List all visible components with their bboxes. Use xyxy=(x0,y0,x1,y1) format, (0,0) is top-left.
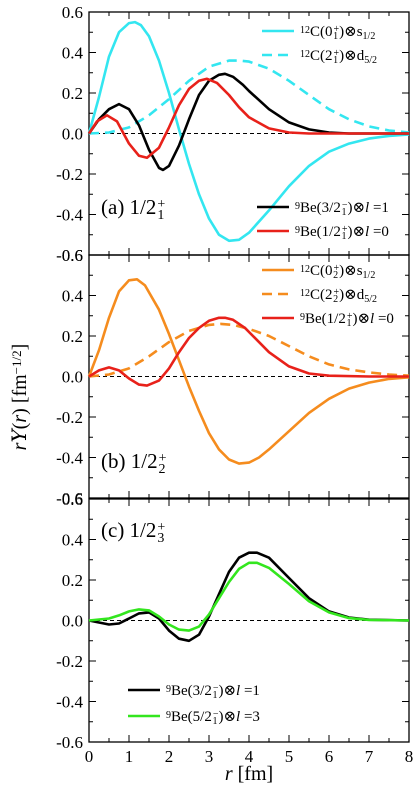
y-tick-label: 0.4 xyxy=(62,531,84,550)
legend-entry: 9Be(3/2− 1)⊗l =1 xyxy=(166,683,260,701)
series-line-0 xyxy=(87,278,410,465)
series-line-3 xyxy=(87,77,409,160)
y-tick-label: -0.2 xyxy=(56,408,83,427)
y-tick-label: 0.2 xyxy=(62,571,83,590)
panel-label: (b) 1/2+ 2 xyxy=(101,449,167,477)
panel-label: (c) 1/2+ 3 xyxy=(101,518,165,546)
y-tick-label: -0.4 xyxy=(56,449,83,468)
panel-c: -0.6 -0.4 -0.2 0.0 0.2 0.4 0.6 0 1 2 3 4 5 6 7 8 9Be(3/2… xyxy=(56,490,413,766)
series-line-0 xyxy=(87,20,410,243)
y-tick-label: -0.6 xyxy=(56,489,83,508)
series-line-2 xyxy=(87,72,409,172)
panel-a: -0.6 -0.4 -0.2 0.0 0.2 0.4 0.6 12C(0+ 1)⊗s1/2 12C… xyxy=(56,3,410,265)
legend-entry: 12C(2+ 1)⊗d5/2 xyxy=(300,48,377,66)
y-tick-label: 0.6 xyxy=(62,3,83,22)
y-tick-label: -0.6 xyxy=(56,246,83,265)
y-tick-label: 0.0 xyxy=(62,125,83,144)
panels-group: -0.6 -0.4 -0.2 0.0 0.2 0.4 0.6 12C(0+ 1)⊗s1/2 12C… xyxy=(56,3,413,766)
x-tick-label: 0 xyxy=(85,747,94,766)
y-tick-label: 0.2 xyxy=(62,327,83,346)
x-tick-label: 1 xyxy=(125,747,134,766)
series-line-1 xyxy=(88,59,410,135)
panel-label: (a) 1/2+ 1 xyxy=(101,195,165,223)
x-tick-label: 3 xyxy=(205,747,214,766)
x-tick-label: 4 xyxy=(245,747,254,766)
legend-entry: 9Be(5/2− 1)⊗l =3 xyxy=(166,709,260,727)
x-tick-label: 5 xyxy=(285,747,294,766)
y-tick-label: -0.2 xyxy=(56,652,83,671)
legend-entry: 9Be(3/2− 1)⊗l =1 xyxy=(295,200,389,218)
y-tick-label: 0.0 xyxy=(62,368,83,387)
legend-entry: 12C(0+ 2)⊗s1/2 xyxy=(300,263,375,281)
x-tick-label: 7 xyxy=(365,747,374,766)
x-tick-label: 2 xyxy=(165,747,174,766)
y-tick-label: -0.4 xyxy=(56,206,83,225)
y-tick-label: -0.6 xyxy=(56,733,83,752)
y-tick-label: 0.6 xyxy=(62,246,83,265)
legend-entry: 9Be(1/2+ 1)⊗l =0 xyxy=(295,224,389,242)
series-line-0 xyxy=(88,551,410,643)
x-tick-label: 8 xyxy=(405,747,414,766)
series-line-1 xyxy=(88,561,410,632)
legend-entry: 12C(0+ 1)⊗s1/2 xyxy=(300,24,375,42)
y-axis-label: rY(r) [fm−1/2] xyxy=(7,344,31,451)
y-tick-label: 0.2 xyxy=(62,84,83,103)
y-tick-label: 0.4 xyxy=(62,44,84,63)
x-tick-label: 6 xyxy=(325,747,334,766)
x-axis-label: r [fm] xyxy=(225,763,273,785)
legend-entry: 12C(2+ 2)⊗d5/2 xyxy=(300,287,377,305)
y-tick-label: 0.0 xyxy=(62,612,83,631)
y-tick-label: 0.4 xyxy=(62,287,84,306)
panel-b: -0.6 -0.4 -0.2 0.0 0.2 0.4 0.6 12C(0+ 2)⊗s1/2 12C… xyxy=(56,246,410,508)
y-tick-label: 0.6 xyxy=(62,490,83,509)
legend-entry: 9Be(1/2+ 1)⊗l =0 xyxy=(300,311,394,329)
y-tick-label: -0.4 xyxy=(56,693,83,712)
series-line-2 xyxy=(88,316,409,387)
series-line-1 xyxy=(88,322,410,378)
y-tick-label: -0.2 xyxy=(56,165,83,184)
